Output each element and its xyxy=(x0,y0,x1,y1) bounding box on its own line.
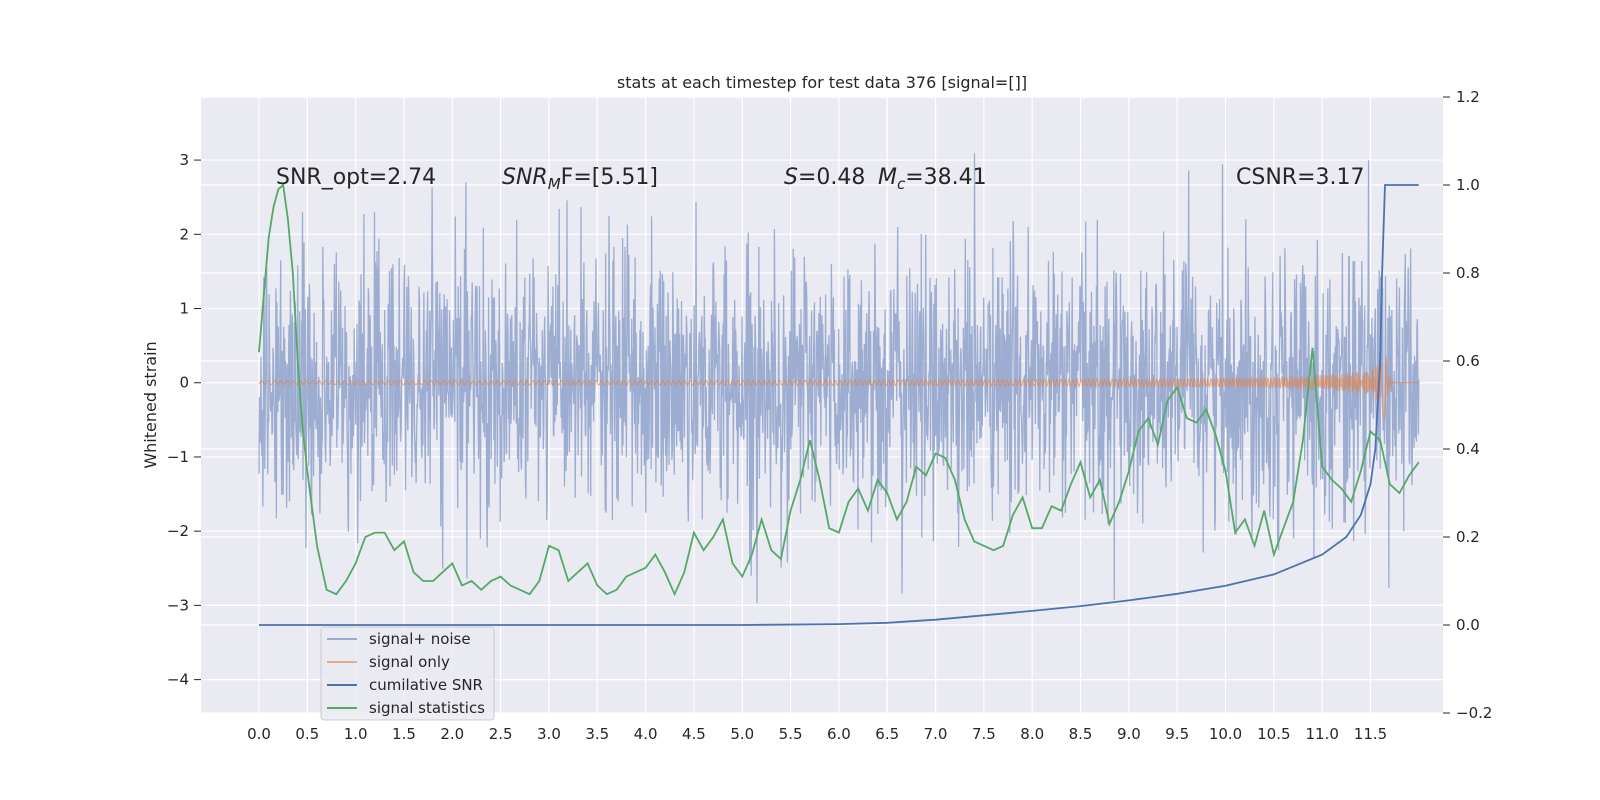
annotation-s-main: S xyxy=(784,165,798,190)
x-tick-label: 10.0 xyxy=(1209,725,1242,743)
chart-title: stats at each timestep for test data 376… xyxy=(617,73,1027,92)
x-tick-label: 5.0 xyxy=(730,725,754,743)
series-line-signal-only xyxy=(258,355,1419,419)
y2-tick-label: 0.6 xyxy=(1456,352,1480,370)
x-tick-label: 2.0 xyxy=(440,725,464,743)
x-tick-label: 2.5 xyxy=(489,725,513,743)
x-tick-label: 4.0 xyxy=(634,725,658,743)
legend-label-cumilative-snr: cumilative SNR xyxy=(369,676,483,694)
annotation-mc: Mc=38.41 xyxy=(878,165,987,193)
x-tick-label: 6.5 xyxy=(875,725,899,743)
annotation-mc-sub: c xyxy=(897,175,906,193)
x-axis-ticks: 0.0 0.5 1.0 1.5 2.0 2.5 3.0 3.5 4.0 4.5 5.0 5.5 6.0 6… xyxy=(247,725,1387,743)
annotation-snr-mf-rest: F=[5.51] xyxy=(561,165,658,190)
annotation-s: S=0.48 xyxy=(784,165,865,190)
y-axis-ticks: 3 2 1 0 −1 −2 −3 −4 xyxy=(167,151,201,689)
x-tick-label: 7.0 xyxy=(924,725,948,743)
y2-tick-label: 1.2 xyxy=(1456,88,1480,106)
annotation-mc-main: M xyxy=(878,165,897,190)
legend: signal+ noise signal only cumilative SNR… xyxy=(320,626,495,721)
y-tick-label: 1 xyxy=(179,300,189,318)
y-tick-label: −1 xyxy=(167,448,189,466)
x-tick-label: 9.0 xyxy=(1117,725,1141,743)
annotation-csnr: CSNR=3.17 xyxy=(1236,165,1365,190)
annotation-s-rest: =0.48 xyxy=(798,165,865,190)
y-tick-label: 3 xyxy=(179,151,189,169)
x-tick-label: 0.0 xyxy=(247,725,271,743)
y2-tick-label: 0.4 xyxy=(1456,440,1480,458)
legend-label-signal-statistics: signal statistics xyxy=(369,699,485,717)
series-line-cumilative-snr xyxy=(259,184,1419,626)
annotation-mc-rest: =38.41 xyxy=(905,165,986,190)
y-tick-label: −2 xyxy=(167,522,189,540)
legend-label-signal-plus-noise: signal+ noise xyxy=(369,630,471,648)
x-tick-label: 11.0 xyxy=(1305,725,1338,743)
x-tick-label: 1.0 xyxy=(344,725,368,743)
legend-box xyxy=(320,626,495,721)
annotation-snr-opt: SNR_opt=2.74 xyxy=(276,165,436,190)
y2-tick-label: 1.0 xyxy=(1456,176,1480,194)
y-axis-label: Whitened strain xyxy=(141,341,160,468)
x-tick-label: 0.5 xyxy=(295,725,319,743)
y-tick-label: 0 xyxy=(179,374,189,392)
series-cumilative-snr xyxy=(259,184,1419,626)
x-tick-label: 4.5 xyxy=(682,725,706,743)
series-signal-statistics xyxy=(258,183,1420,597)
y2-tick-label: 0.0 xyxy=(1456,616,1480,634)
x-tick-label: 6.0 xyxy=(827,725,851,743)
x-tick-label: 8.5 xyxy=(1069,725,1093,743)
x-tick-label: 10.5 xyxy=(1257,725,1290,743)
series-line-signal-statistics xyxy=(258,183,1420,597)
series-signal-only xyxy=(258,355,1419,419)
y-tick-label: 2 xyxy=(179,225,189,243)
y2-tick-label: −0.2 xyxy=(1456,704,1492,722)
series-signal-plus-noise xyxy=(258,153,1420,604)
x-tick-label: 11.5 xyxy=(1354,725,1387,743)
x-tick-label: 8.0 xyxy=(1020,725,1044,743)
x-tick-label: 5.5 xyxy=(779,725,803,743)
y-tick-label: −3 xyxy=(167,596,189,614)
x-tick-label: 9.5 xyxy=(1165,725,1189,743)
x-tick-label: 7.5 xyxy=(972,725,996,743)
x-tick-label: 1.5 xyxy=(392,725,416,743)
annotation-snr-mf: SNRMF=[5.51] xyxy=(502,165,658,193)
y2-tick-label: 0.8 xyxy=(1456,264,1480,282)
annotation-snr-mf-main: SNR xyxy=(502,165,548,190)
x-tick-label: 3.0 xyxy=(537,725,561,743)
annotation-snr-mf-sub: M xyxy=(548,175,561,193)
legend-label-signal-only: signal only xyxy=(369,653,450,671)
series-line-signal-plus-noise xyxy=(258,153,1420,604)
y2-tick-label: 0.2 xyxy=(1456,528,1480,546)
y-tick-label: −4 xyxy=(167,671,189,689)
y2-axis-ticks: 1.2 1.0 0.8 0.6 0.4 0.2 0.0 −0.2 xyxy=(1443,88,1492,722)
x-tick-label: 3.5 xyxy=(585,725,609,743)
